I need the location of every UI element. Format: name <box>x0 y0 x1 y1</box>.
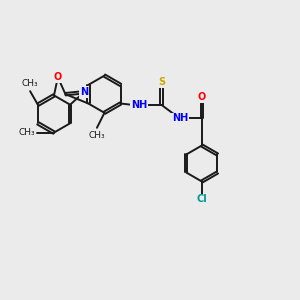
Text: CH₃: CH₃ <box>19 128 35 137</box>
Text: O: O <box>198 92 206 102</box>
Text: N: N <box>80 87 88 97</box>
Text: S: S <box>158 77 165 88</box>
Text: NH: NH <box>172 113 188 124</box>
Text: Cl: Cl <box>196 194 207 205</box>
Text: NH: NH <box>131 100 147 110</box>
Text: O: O <box>54 72 62 82</box>
Text: CH₃: CH₃ <box>88 131 105 140</box>
Text: CH₃: CH₃ <box>22 79 38 88</box>
